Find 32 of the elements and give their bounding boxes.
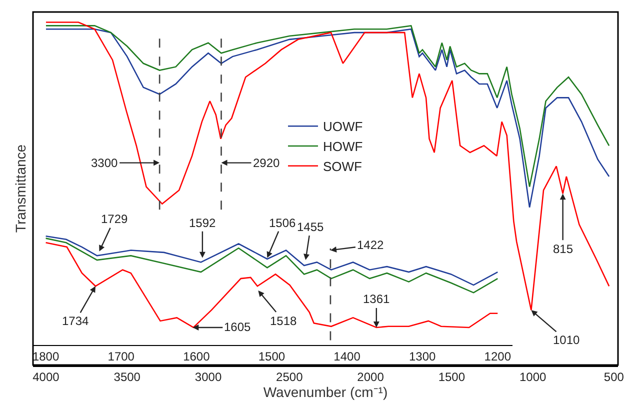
x-tick-label: 2500	[276, 370, 304, 384]
annotation: 1518	[270, 314, 298, 328]
annotation: 815	[553, 242, 574, 256]
x-tick-label: 1500	[438, 370, 466, 384]
legend-label: SOWF	[323, 158, 362, 174]
annotation: 1592	[189, 216, 216, 230]
x-tick-label: 3000	[194, 370, 222, 384]
annotation: 1455	[297, 220, 324, 234]
annotation: 2920	[253, 156, 280, 170]
annotation: 3300	[91, 156, 118, 170]
x-tick-label: 1500	[258, 349, 286, 364]
x-tick-label: 4000	[32, 370, 60, 384]
x-tick-label: 1600	[183, 349, 210, 364]
x-tick-label: 500	[604, 370, 624, 384]
x-tick-label: 1200	[484, 349, 512, 364]
annotation: 1605	[224, 320, 252, 334]
legend-label: UOWF	[323, 119, 363, 134]
annotation: 1734	[62, 314, 90, 328]
x-tick-label: 1700	[108, 349, 135, 364]
x-tick-label: 1400	[334, 349, 361, 364]
annotation: 1422	[357, 238, 384, 252]
annotation: 1361	[363, 292, 390, 306]
x-axis-title: Wavenumber (cm⁻¹)	[263, 384, 388, 400]
legend-label: HOWF	[323, 139, 363, 154]
annotation: 1506	[269, 216, 296, 230]
y-axis-title: Transmittance	[12, 144, 29, 233]
annotation: 1729	[101, 212, 128, 226]
x-tick-label: 3500	[114, 370, 141, 384]
x-tick-label: 1300	[408, 349, 436, 364]
annotation: 1010	[553, 333, 580, 347]
x-tick-label: 2000	[357, 370, 384, 384]
x-tick-label: 1000	[519, 370, 546, 384]
